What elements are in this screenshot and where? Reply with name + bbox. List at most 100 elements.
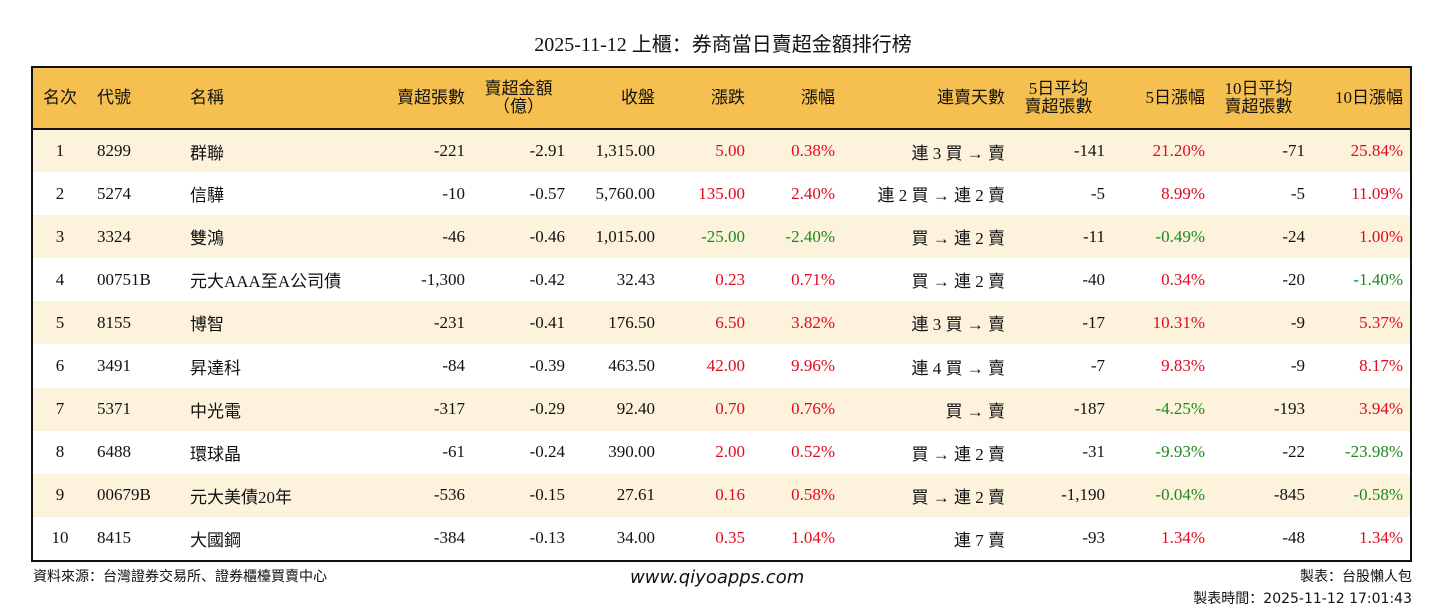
cell-close: 92.40 bbox=[616, 399, 655, 419]
cell-code: 3324 bbox=[97, 226, 131, 246]
cell-name: 雙鴻 bbox=[190, 229, 224, 249]
cell-change-pct: 2.40% bbox=[791, 183, 835, 203]
cell-rank: 6 bbox=[55, 356, 65, 376]
cell-change10-pct: -0.58% bbox=[1353, 485, 1403, 505]
cell-avg10-net-sell: -71 bbox=[1282, 141, 1305, 161]
cell-change: 0.16 bbox=[715, 485, 745, 505]
cell-code: 8415 bbox=[97, 528, 131, 548]
cell-change: 42.00 bbox=[706, 356, 745, 376]
cell-net-sell-lots: -384 bbox=[433, 528, 465, 548]
cell-change5-pct: 10.31% bbox=[1152, 312, 1205, 332]
table-row: 2 5274 信驊 -10 -0.57 5,760.00 135.00 2.40% 連 2 買 … bbox=[33, 172, 1410, 215]
cell-change10-pct: 8.17% bbox=[1359, 356, 1403, 376]
cell-avg10-net-sell: -48 bbox=[1282, 528, 1305, 548]
cell-avg5-net-sell: -187 bbox=[1073, 399, 1105, 419]
cell-avg5-net-sell: -5 bbox=[1090, 183, 1105, 203]
cell-name: 信驊 bbox=[190, 186, 224, 206]
cell-name: 昇達科 bbox=[190, 358, 241, 378]
cell-name: 環球晶 bbox=[190, 444, 241, 464]
cell-change10-pct: 25.84% bbox=[1350, 141, 1403, 161]
website-link[interactable]: www.qiyoapps.com bbox=[630, 567, 805, 588]
cell-change10-pct: 1.00% bbox=[1359, 226, 1403, 246]
cell-rank: 10 bbox=[51, 528, 69, 548]
cell-streak: 連 4 買 → 賣 bbox=[911, 358, 1006, 378]
cell-change10-pct: 11.09% bbox=[1351, 183, 1403, 203]
cell-change5-pct: 1.34% bbox=[1161, 528, 1205, 548]
cell-change: 5.00 bbox=[715, 141, 745, 161]
cell-change5-pct: -0.49% bbox=[1155, 226, 1205, 246]
cell-change5-pct: 9.83% bbox=[1161, 356, 1205, 376]
table-row: 7 5371 中光電 -317 -0.29 92.40 0.70 0.76% 買 → 賣 -187… bbox=[33, 387, 1410, 431]
cell-avg10-net-sell: -845 bbox=[1273, 485, 1305, 505]
cell-change5-pct: -0.04% bbox=[1155, 485, 1205, 505]
column-header-net-sell-amount: 賣超金額 （億） bbox=[484, 79, 553, 116]
table-header: 名次 代號 名稱 賣超張數 賣超金額 （億） 收盤 漲跌 漲幅 連賣天數 5日平均 賣超張數 5日漲… bbox=[33, 68, 1410, 129]
table-row: 9 00679B 元大美債20年 -536 -0.15 27.61 0.16 0.58% 買 →… bbox=[33, 473, 1410, 517]
cell-rank: 9 bbox=[55, 485, 65, 505]
cell-close: 463.50 bbox=[608, 356, 655, 376]
cell-avg10-net-sell: -9 bbox=[1290, 356, 1305, 376]
cell-net-sell-lots: -536 bbox=[433, 485, 465, 505]
cell-avg5-net-sell: -17 bbox=[1082, 312, 1105, 332]
column-header-change: 漲跌 bbox=[711, 88, 745, 107]
cell-avg10-net-sell: -193 bbox=[1273, 399, 1305, 419]
page-title: 2025-11-12 上櫃：券商當日賣超金額排行榜 bbox=[534, 34, 912, 56]
cell-name: 群聯 bbox=[190, 143, 224, 163]
cell-code: 5274 bbox=[97, 183, 131, 203]
cell-net-sell-lots: -46 bbox=[442, 226, 465, 246]
cell-close: 34.00 bbox=[616, 528, 655, 548]
cell-change10-pct: 1.34% bbox=[1359, 528, 1403, 548]
cell-avg5-net-sell: -11 bbox=[1082, 226, 1105, 246]
cell-change5-pct: 0.34% bbox=[1161, 269, 1205, 289]
column-header-code: 代號 bbox=[97, 88, 131, 107]
ranking-table: 名次 代號 名稱 賣超張數 賣超金額 （億） 收盤 漲跌 漲幅 連賣天數 5日平均 賣超張數 5日漲… bbox=[31, 66, 1412, 562]
cell-close: 1,315.00 bbox=[595, 141, 656, 161]
cell-change10-pct: 5.37% bbox=[1359, 312, 1403, 332]
cell-streak: 買 → 連 2 賣 bbox=[911, 272, 1006, 292]
cell-net-sell-amount: -0.42 bbox=[529, 269, 565, 289]
cell-net-sell-amount: -0.41 bbox=[529, 312, 565, 332]
cell-code: 8299 bbox=[97, 141, 131, 161]
cell-net-sell-lots: -221 bbox=[433, 141, 465, 161]
cell-close: 32.43 bbox=[616, 269, 655, 289]
cell-streak: 買 → 連 2 賣 bbox=[911, 487, 1006, 507]
cell-change-pct: -2.40% bbox=[785, 226, 835, 246]
cell-code: 00679B bbox=[97, 485, 151, 505]
cell-name: 大國鋼 bbox=[190, 530, 241, 550]
cell-change10-pct: 3.94% bbox=[1359, 399, 1403, 419]
author-label: 製表：台股懶人包 bbox=[1300, 569, 1412, 585]
column-header-change10-pct: 10日漲幅 bbox=[1335, 88, 1403, 107]
table-row: 4 00751B 元大AAA至A公司債 -1,300 -0.42 32.43 0.23 0.7… bbox=[33, 258, 1410, 301]
cell-net-sell-amount: -0.15 bbox=[529, 485, 565, 505]
cell-net-sell-amount: -0.29 bbox=[529, 399, 565, 419]
cell-code: 8155 bbox=[97, 312, 131, 332]
data-source: 資料來源：台灣證券交易所、證券櫃檯買賣中心 bbox=[33, 569, 327, 585]
column-header-avg10-net-sell: 10日平均 賣超張數 bbox=[1224, 79, 1293, 116]
cell-close: 27.61 bbox=[616, 485, 655, 505]
cell-change-pct: 0.58% bbox=[791, 485, 835, 505]
cell-rank: 7 bbox=[55, 399, 65, 419]
cell-net-sell-amount: -0.13 bbox=[529, 528, 565, 548]
cell-net-sell-amount: -2.91 bbox=[529, 141, 565, 161]
cell-code: 3491 bbox=[97, 356, 131, 376]
cell-rank: 4 bbox=[55, 269, 65, 289]
cell-net-sell-amount: -0.24 bbox=[529, 442, 565, 462]
cell-rank: 8 bbox=[55, 442, 65, 462]
cell-net-sell-amount: -0.39 bbox=[529, 356, 565, 376]
generated-time: 製表時間：2025-11-12 17:01:43 bbox=[1193, 591, 1412, 607]
cell-name: 元大AAA至A公司債 bbox=[190, 272, 342, 292]
cell-change-pct: 0.71% bbox=[791, 269, 835, 289]
cell-change5-pct: -4.25% bbox=[1155, 399, 1205, 419]
cell-name: 元大美債20年 bbox=[190, 487, 292, 507]
cell-code: 6488 bbox=[97, 442, 131, 462]
cell-change5-pct: -9.93% bbox=[1155, 442, 1205, 462]
cell-name: 中光電 bbox=[190, 401, 241, 421]
cell-avg5-net-sell: -31 bbox=[1082, 442, 1105, 462]
table-row: 8 6488 環球晶 -61 -0.24 390.00 2.00 0.52% 買 → 連 2 賣… bbox=[33, 431, 1410, 474]
cell-change10-pct: -1.40% bbox=[1353, 269, 1403, 289]
cell-close: 176.50 bbox=[608, 312, 655, 332]
cell-change-pct: 1.04% bbox=[791, 528, 835, 548]
cell-streak: 連 2 買 → 連 2 賣 bbox=[877, 186, 1006, 206]
cell-change-pct: 3.82% bbox=[791, 312, 835, 332]
column-header-change5-pct: 5日漲幅 bbox=[1145, 88, 1206, 107]
